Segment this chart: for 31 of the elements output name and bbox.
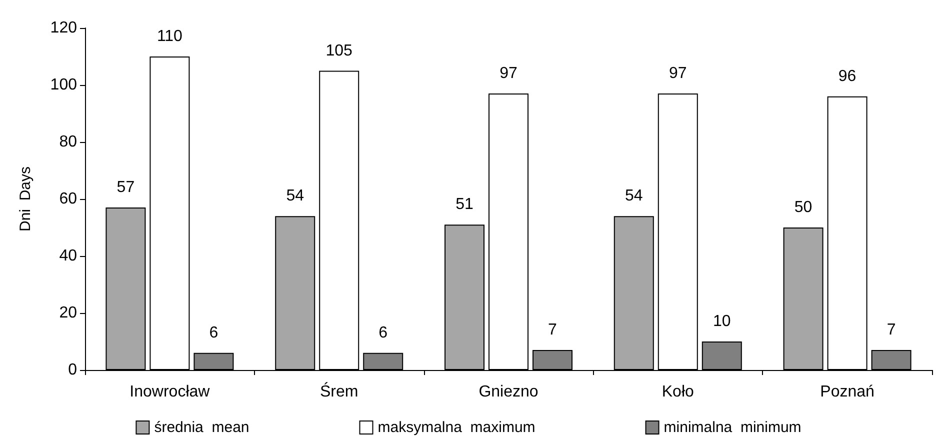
x-tick-label: Inowrocław (130, 384, 210, 400)
y-tick-label: 40 (59, 248, 78, 264)
y-tick-label: 0 (68, 362, 78, 378)
data-label: 97 (669, 65, 687, 82)
data-label: 10 (713, 313, 731, 330)
data-label: 7 (886, 322, 896, 339)
y-tick-label: 120 (50, 20, 78, 36)
data-label: 96 (838, 68, 856, 85)
x-tick-label: Gniezno (478, 384, 538, 400)
data-label: 50 (794, 199, 812, 216)
data-label: 6 (378, 324, 388, 342)
x-tick-label: Koło (662, 384, 694, 400)
data-label: 57 (116, 179, 135, 196)
legend-label: średnia mean (154, 419, 250, 436)
data-label: 51 (456, 196, 474, 214)
y-tick-label: 100 (50, 76, 78, 94)
x-tick-label: Poznań (820, 384, 874, 400)
data-label: 110 (156, 28, 183, 45)
data-label: 6 (209, 324, 218, 342)
y-tick-label: 80 (59, 134, 78, 150)
x-tick-label: Śrem (320, 382, 358, 400)
data-label: 97 (500, 65, 518, 82)
y-tick-label: 20 (59, 304, 78, 322)
legend-label: maksymalna maximum (378, 419, 536, 436)
legend-label: minimalna minimum (664, 419, 802, 436)
data-label: 54 (286, 188, 304, 205)
y-axis-title: Dni Days (17, 166, 34, 232)
y-tick-label: 60 (59, 190, 78, 208)
data-label: 54 (625, 188, 643, 205)
data-label: 105 (326, 42, 353, 60)
data-label: 7 (548, 322, 558, 339)
